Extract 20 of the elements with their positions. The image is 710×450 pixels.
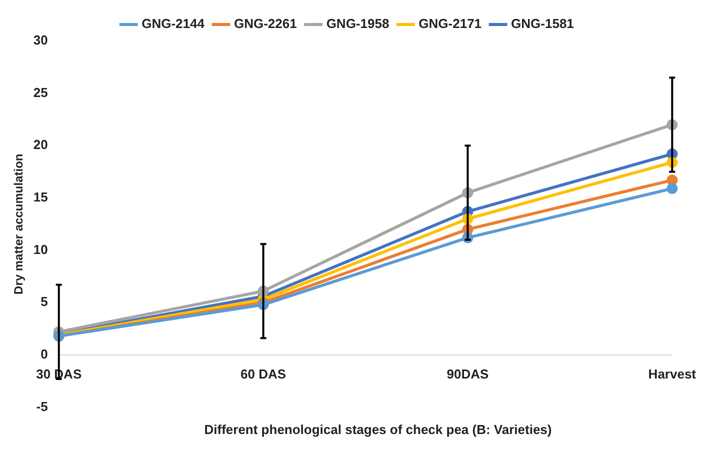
x-tick-label: Harvest	[648, 366, 697, 382]
legend-label: GNG-1958	[326, 16, 390, 32]
x-tick-label: 60 DAS	[240, 366, 286, 382]
y-tick-label: 15	[33, 190, 48, 205]
legend-label: GNG-1581	[511, 16, 574, 32]
y-tick-label: 20	[33, 137, 48, 152]
point	[666, 174, 678, 186]
point	[666, 183, 678, 194]
legend-label: GNG-2261	[234, 16, 297, 32]
x-axis-title: Different phenological stages of check pea (B: Varieties)	[203, 422, 553, 437]
y-tick-label: 30	[33, 32, 48, 48]
y-axis-title: Dry matter accumulation	[12, 154, 26, 294]
legend-label: GNG-2171	[418, 16, 482, 32]
x-tick-label: 90DAS	[446, 366, 489, 382]
y-tick-label: 10	[33, 242, 48, 257]
y-tick-label: 5	[40, 294, 48, 310]
legend-label: GNG-2144	[142, 16, 206, 32]
y-tick-label: 25	[33, 84, 48, 100]
y-tick-label: -5	[36, 398, 48, 414]
y-tick-label: 0	[40, 346, 48, 362]
